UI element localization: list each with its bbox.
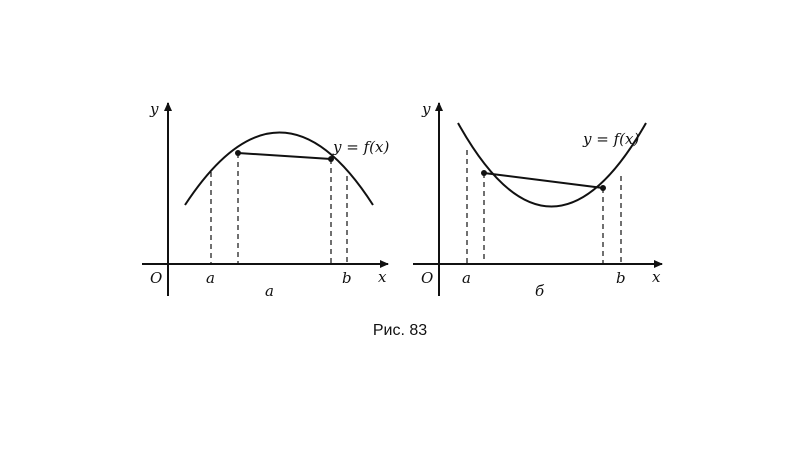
origin-label: O [421,269,433,287]
a-label: a [462,269,471,287]
b-label: b [342,269,352,287]
chord [483,172,604,189]
curve-concave [184,131,374,206]
b-label: b [616,269,626,287]
chord [237,152,332,160]
x-axis-label: x [652,268,661,286]
origin-label: O [150,269,162,287]
figure-caption: Рис. 83 [372,322,428,339]
panel-left: y x O a b y = f(x) а [142,100,389,300]
panel-sub-label: б [535,282,545,300]
curve-convex [457,122,647,208]
a-label: a [206,269,215,287]
y-axis-label: y [421,100,431,118]
y-axis-label: y [149,100,159,118]
x-axis-label: x [378,268,387,286]
curve-label: y = f(x) [582,130,639,148]
panel-sub-label: а [265,282,274,300]
panel-right: y x O a b y = f(x) б [413,100,663,300]
curve-label: y = f(x) [332,138,389,156]
